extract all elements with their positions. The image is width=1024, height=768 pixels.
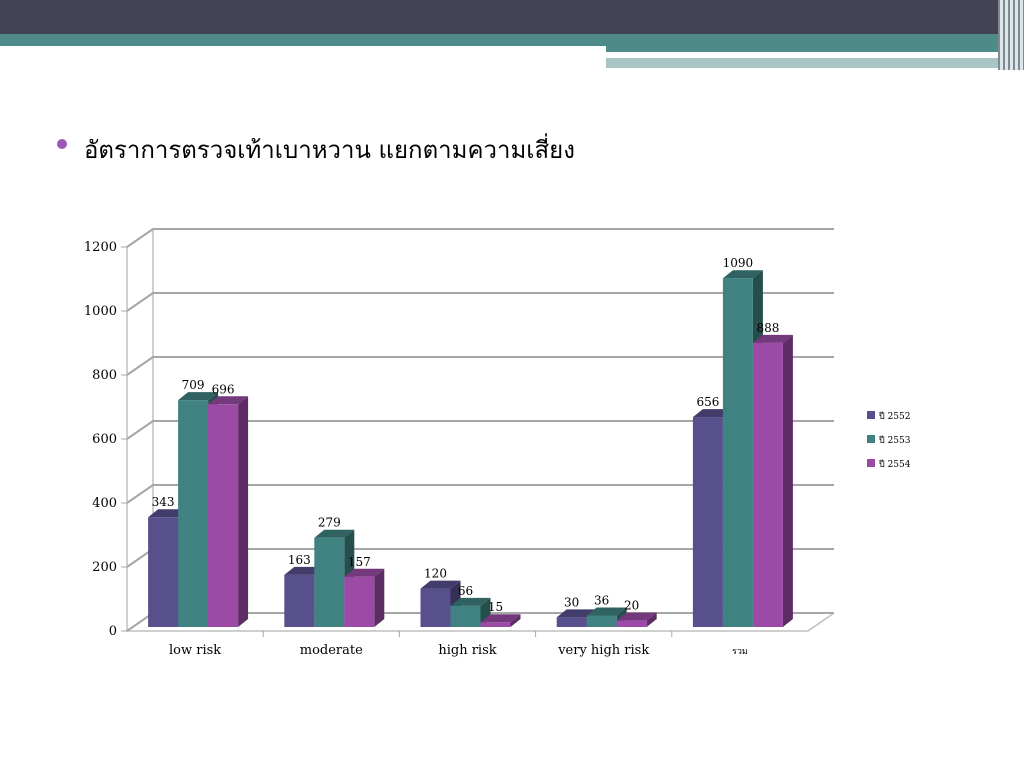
bar	[480, 614, 521, 627]
accent-line	[606, 55, 948, 57]
data-label: 343	[152, 495, 175, 509]
x-category-label: รวม	[732, 647, 748, 657]
chart-legend: ปี 2552 ปี 2553 ปี 2554	[867, 411, 911, 470]
bar	[208, 396, 249, 627]
data-label: 696	[212, 382, 235, 396]
y-tick-label: 1000	[84, 304, 117, 319]
bullet-icon	[57, 139, 67, 149]
data-label: 120	[424, 567, 447, 581]
gridline	[126, 420, 834, 440]
data-label: 279	[318, 516, 341, 530]
data-labels: 343 709 696 163 279 157 120 66 15 30 36 20 656 1090 88…	[152, 256, 780, 614]
legend-swatch	[867, 459, 875, 467]
x-category-label: high risk	[438, 643, 496, 658]
bar	[450, 597, 491, 627]
accent-band-lower	[606, 46, 1000, 52]
y-tick-label: 0	[109, 624, 117, 639]
x-axis-categories: low risk moderate high risk very high risk ร…	[169, 631, 748, 658]
x-category-label: very high risk	[557, 643, 649, 658]
y-tick-label: 400	[92, 496, 117, 511]
gridline	[126, 228, 834, 248]
data-label: 1090	[723, 256, 754, 270]
gridline	[126, 356, 834, 376]
header-band	[0, 0, 1024, 34]
accent-band	[0, 34, 1000, 46]
legend-swatch	[867, 435, 875, 443]
y-tick-label: 200	[92, 560, 117, 575]
data-label: 709	[182, 378, 205, 392]
bar	[752, 334, 793, 627]
legend-label: ปี 2554	[879, 459, 911, 470]
data-label: 656	[696, 395, 719, 409]
data-label: 163	[288, 553, 311, 567]
data-label: 888	[756, 321, 779, 335]
legend-swatch	[867, 411, 875, 419]
floor-edge	[807, 612, 835, 632]
x-category-label: low risk	[169, 643, 221, 658]
slide-heading: อัตราการตรวจเท้าเบาหวาน แยกตามความเสี่ยง	[84, 136, 575, 164]
y-tick-label: 800	[92, 368, 117, 383]
corner-stripes	[998, 0, 1024, 70]
bar	[344, 568, 385, 627]
legend-label: ปี 2553	[879, 435, 911, 446]
y-axis-ticks: 0 200 400 600 800 1000 1200	[84, 240, 117, 639]
data-label: 30	[564, 595, 579, 609]
y-tick-label: 1200	[84, 240, 117, 255]
accent-band-light	[606, 58, 1000, 68]
data-label: 157	[348, 555, 371, 569]
legend-label: ปี 2552	[879, 411, 911, 422]
data-label: 15	[488, 600, 503, 614]
y-tick-label: 600	[92, 432, 117, 447]
data-label: 66	[458, 584, 473, 598]
data-label: 36	[594, 593, 609, 607]
gridline	[126, 292, 834, 312]
x-category-label: moderate	[300, 643, 363, 658]
gridline	[126, 484, 834, 504]
chart-bars	[148, 270, 793, 627]
bar	[616, 612, 657, 627]
data-label: 20	[624, 599, 639, 613]
